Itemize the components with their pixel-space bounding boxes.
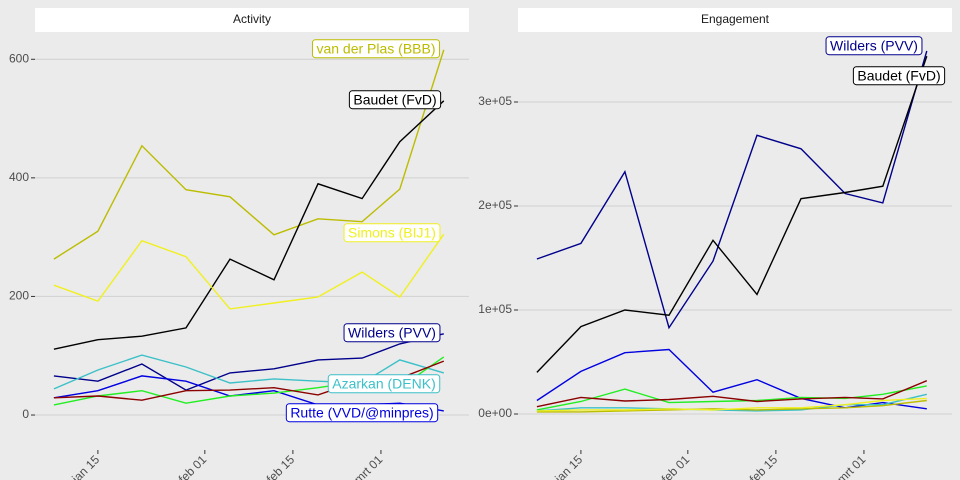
- series-line: [536, 385, 927, 411]
- x-tick-label: feb 01: [176, 452, 210, 480]
- label-text: Rutte (VVD/@minpres): [290, 405, 433, 421]
- y-tick-label: 200: [9, 289, 29, 303]
- x-tick-label: feb 01: [659, 452, 693, 480]
- series-line: [53, 49, 445, 260]
- x-tick-label: jan 15: [69, 452, 103, 480]
- series-line: [53, 233, 445, 310]
- panel-title: Activity: [233, 12, 271, 26]
- series-label: Azarkan (DENK): [327, 374, 441, 394]
- series-label: Baudet (FvD): [348, 90, 442, 110]
- x-tick-label: mrt 01: [834, 452, 868, 480]
- x-tick-label: jan 15: [552, 452, 586, 480]
- series-line: [53, 354, 444, 390]
- series-line: [536, 380, 928, 408]
- y-tick-label: 0e+00: [478, 406, 512, 420]
- label-box: [343, 323, 441, 343]
- series-label: Baudet (FvD): [852, 66, 946, 86]
- series-line: [536, 397, 927, 412]
- y-tick-label: 600: [9, 51, 29, 65]
- y-tick-label: 2e+05: [478, 198, 512, 212]
- x-tick-label: mrt 01: [351, 452, 385, 480]
- y-tick-label: 400: [9, 170, 29, 184]
- series-label: Simons (BIJ1): [343, 223, 441, 243]
- label-box: [852, 66, 946, 86]
- series-line: [53, 100, 445, 350]
- label-text: Simons (BIJ1): [348, 225, 436, 241]
- label-box: [285, 403, 439, 423]
- series-label: Wilders (PVV): [343, 323, 441, 343]
- y-tick-label: 3e+05: [478, 94, 512, 108]
- label-text: Wilders (PVV): [348, 325, 436, 341]
- label-box: [311, 39, 441, 59]
- series-line: [536, 393, 927, 412]
- series-label: Wilders (PVV): [825, 36, 923, 56]
- series-line: [536, 348, 927, 410]
- label-text: Baudet (FvD): [353, 92, 436, 108]
- strip: [518, 8, 952, 32]
- label-box: [825, 36, 923, 56]
- label-box: [343, 223, 441, 243]
- panel-title: Engagement: [701, 12, 770, 26]
- label-text: Azarkan (DENK): [332, 376, 435, 392]
- series-line: [53, 333, 444, 391]
- x-tick-label: feb 15: [264, 452, 298, 480]
- y-tick-label: 0: [22, 407, 29, 421]
- series-label: van der Plas (BBB): [311, 39, 441, 59]
- x-tick-label: feb 15: [747, 452, 781, 480]
- label-text: van der Plas (BBB): [316, 41, 435, 57]
- strip: [35, 8, 469, 32]
- series-label: Rutte (VVD/@minpres): [285, 403, 439, 423]
- label-box: [327, 374, 441, 394]
- label-text: Baudet (FvD): [857, 68, 940, 84]
- series-line: [536, 55, 928, 373]
- label-box: [348, 90, 442, 110]
- series-line: [536, 50, 928, 330]
- y-tick-label: 1e+05: [478, 302, 512, 316]
- label-text: Wilders (PVV): [830, 38, 918, 54]
